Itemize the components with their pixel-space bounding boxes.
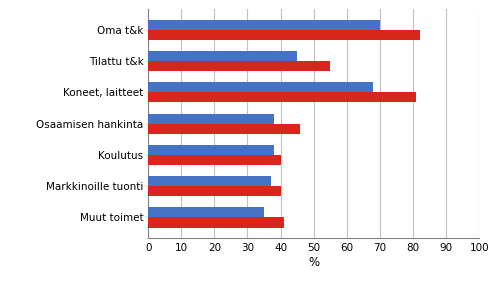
Bar <box>148 20 380 30</box>
X-axis label: %: % <box>308 256 319 268</box>
Bar <box>148 186 281 196</box>
Bar <box>148 217 284 228</box>
Bar <box>148 30 419 40</box>
Bar <box>148 51 297 61</box>
Bar <box>148 124 300 134</box>
Bar <box>148 82 373 92</box>
Bar <box>148 92 416 102</box>
Bar <box>148 61 330 71</box>
Bar <box>148 176 271 186</box>
Bar <box>148 207 264 217</box>
Bar <box>148 155 281 165</box>
Bar <box>148 145 274 155</box>
Bar <box>148 113 274 124</box>
